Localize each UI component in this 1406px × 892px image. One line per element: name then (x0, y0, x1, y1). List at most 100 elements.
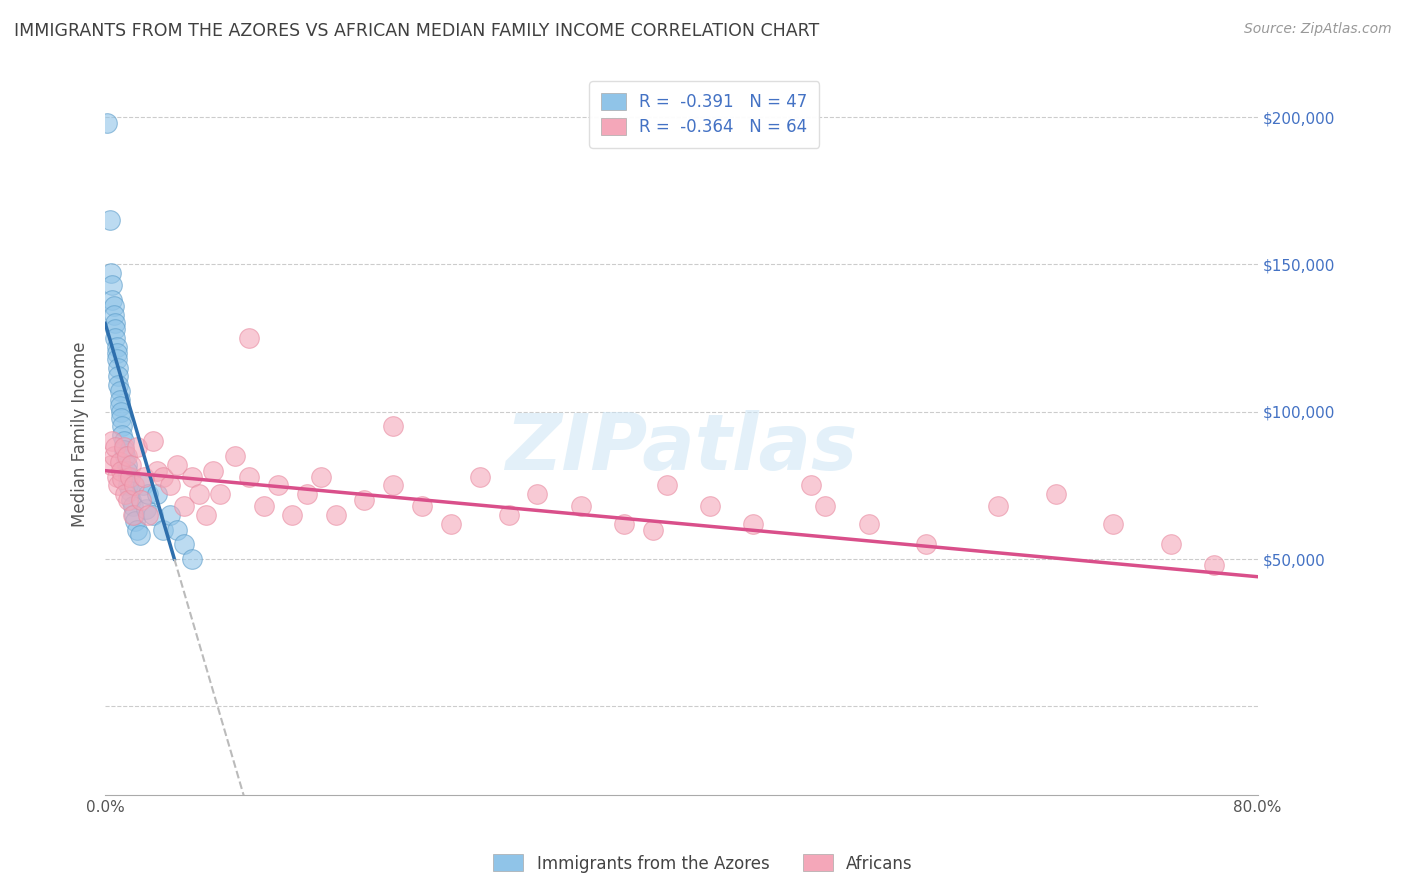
Point (382, 478, 405, 492)
Point (108, 392, 131, 407)
Point (382, 419, 405, 434)
Point (138, 487, 160, 501)
Point (101, 434, 124, 449)
Point (120, 493, 142, 508)
Point (107, 369, 129, 384)
Point (115, 464, 138, 478)
Point (101, 278, 124, 293)
Point (110, 405, 132, 419)
Point (112, 434, 135, 449)
Point (117, 478, 139, 492)
Point (117, 493, 139, 508)
Point (1204, 558, 1226, 572)
Point (108, 399, 131, 413)
Point (146, 464, 169, 478)
Point (120, 458, 142, 472)
Point (105, 346, 128, 360)
Point (253, 499, 276, 513)
Point (132, 469, 155, 483)
Point (159, 508, 181, 522)
Point (146, 487, 169, 501)
Point (468, 469, 491, 483)
Point (987, 499, 1010, 513)
Point (641, 523, 664, 537)
Point (742, 516, 765, 531)
Point (526, 487, 548, 501)
Point (124, 514, 146, 528)
Point (195, 508, 218, 522)
Point (104, 322, 127, 336)
Point (238, 331, 260, 345)
Point (103, 299, 125, 313)
Point (209, 487, 232, 501)
Text: Source: ZipAtlas.com: Source: ZipAtlas.com (1244, 22, 1392, 37)
Point (111, 428, 134, 442)
Point (110, 410, 132, 425)
Point (107, 378, 129, 392)
Point (118, 484, 141, 499)
Point (118, 469, 141, 483)
Point (112, 440, 135, 454)
Point (105, 469, 128, 483)
Point (98, 213, 121, 227)
Point (114, 487, 136, 501)
Point (238, 469, 260, 483)
Legend: Immigrants from the Azores, Africans: Immigrants from the Azores, Africans (486, 847, 920, 880)
Point (159, 478, 181, 492)
Point (104, 440, 127, 454)
Point (202, 464, 225, 478)
Point (100, 266, 122, 280)
Point (173, 499, 195, 513)
Point (180, 552, 202, 566)
Point (121, 499, 143, 513)
Point (112, 443, 135, 458)
Legend: R =  -0.391   N = 47, R =  -0.364   N = 64: R = -0.391 N = 47, R = -0.364 N = 64 (589, 81, 820, 148)
Point (915, 537, 938, 551)
Point (117, 469, 139, 483)
Point (166, 523, 188, 537)
Point (110, 464, 132, 478)
Point (101, 293, 124, 307)
Point (115, 449, 138, 463)
Point (325, 508, 347, 522)
Point (1102, 516, 1125, 531)
Point (107, 360, 129, 375)
Point (125, 523, 148, 537)
Point (107, 478, 129, 492)
Y-axis label: Median Family Income: Median Family Income (72, 341, 89, 526)
Point (699, 499, 721, 513)
Point (858, 516, 880, 531)
Point (295, 487, 318, 501)
Point (104, 317, 127, 331)
Point (114, 449, 136, 463)
Point (1045, 487, 1067, 501)
Point (1160, 537, 1182, 551)
Point (125, 440, 148, 454)
Point (105, 340, 128, 354)
Point (142, 508, 165, 522)
Point (111, 473, 134, 487)
Point (613, 516, 636, 531)
Point (309, 469, 332, 483)
Point (180, 469, 202, 483)
Point (108, 455, 131, 469)
Point (353, 493, 375, 508)
Point (498, 508, 520, 522)
Point (100, 458, 122, 472)
Point (173, 537, 195, 551)
Point (108, 384, 131, 398)
Point (131, 478, 153, 492)
Point (122, 508, 145, 522)
Point (103, 308, 125, 322)
Point (103, 449, 125, 463)
Point (440, 516, 463, 531)
Point (128, 528, 150, 542)
Point (224, 449, 246, 463)
Point (138, 508, 160, 522)
Point (152, 523, 174, 537)
Text: ZIPatlas: ZIPatlas (505, 410, 858, 486)
Point (814, 499, 837, 513)
Point (121, 508, 143, 522)
Point (152, 469, 174, 483)
Point (655, 478, 678, 492)
